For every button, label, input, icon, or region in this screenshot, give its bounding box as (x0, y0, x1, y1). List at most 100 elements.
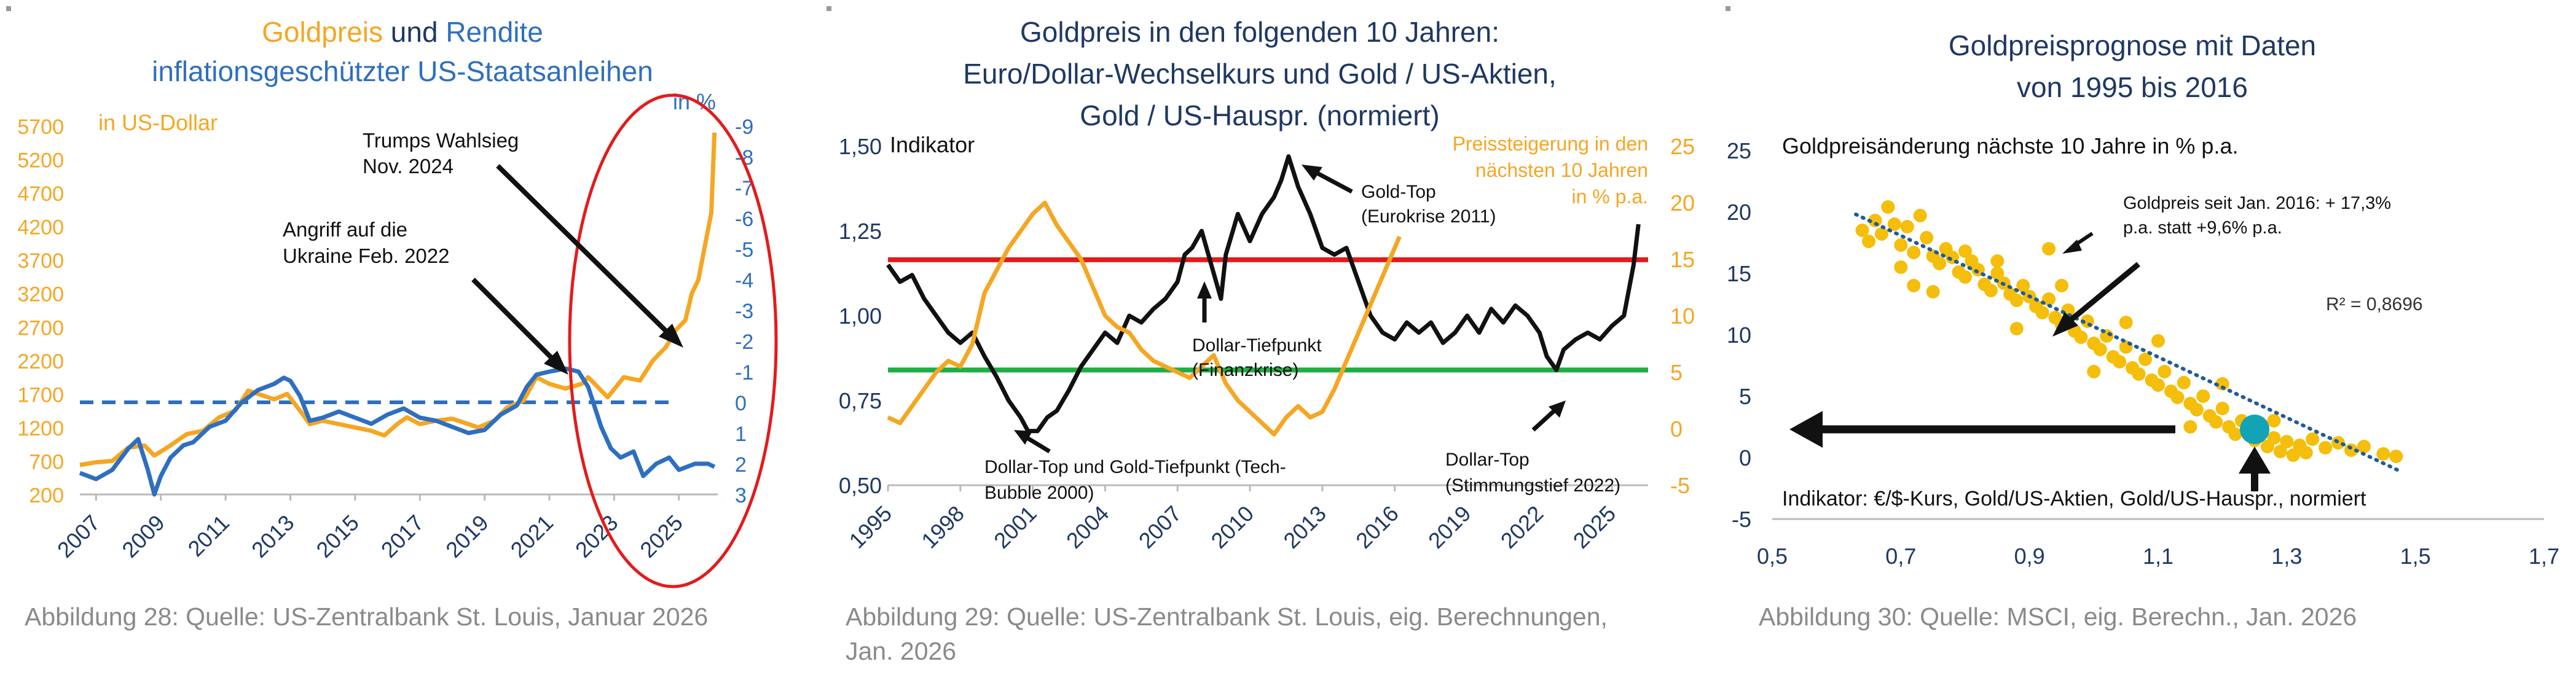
x-tick-label: 2013 (1278, 501, 1331, 553)
scatter-point (1958, 270, 1972, 284)
right-tick-label: 10 (1670, 303, 1695, 329)
scatter-point (2215, 402, 2229, 415)
series-line-blue (79, 366, 716, 497)
x-axis-label: Indikator: €/$-Kurs, Gold/US-Aktien, Gol… (1782, 487, 2366, 510)
chart-title-line1: Goldpreis und Rendite (262, 16, 543, 48)
gold-indicator-chart-panel: Goldpreis in den folgenden 10 Jahren: Eu… (823, 0, 1721, 691)
scatter-point (2093, 343, 2107, 356)
annotation-dollartop-2022-line1: Dollar-Top (1445, 450, 1530, 470)
scatter-point (1907, 246, 1921, 259)
annotation-trump-line1: Trumps Wahlsieg (363, 129, 519, 152)
right-tick-label: 25 (1670, 134, 1695, 159)
scatter-point (1900, 220, 1914, 233)
scatter-point (2228, 427, 2242, 441)
x-tick-label: 2023 (570, 510, 623, 563)
y-tick-label: 20 (1727, 200, 1751, 225)
arrow-ukraine (471, 278, 558, 364)
caption-figure-30: Abbildung 30: Quelle: MSCI, eig. Berechn… (1759, 603, 2357, 631)
left-tick-label: 700 (29, 450, 64, 474)
gold-forecast-scatter: Goldpreisprognose mit Daten von 1995 bis… (1727, 29, 2559, 569)
x-tick-label: 2013 (246, 510, 299, 563)
gold-vs-tips-chart: Goldpreis und Rendite inflationsgeschütz… (17, 16, 778, 588)
x-tick-label: 2007 (52, 510, 105, 563)
right-tick-label: 1 (735, 423, 747, 446)
y-tick-label: -5 (1732, 507, 1751, 532)
arrow-dollartop-2000 (1025, 435, 1051, 453)
x-tick-label: 2025 (635, 510, 688, 563)
scatter-point (2267, 431, 2281, 445)
right-axis-label-line3: in % p.a. (1571, 185, 1648, 208)
annotation-goldtop-line2: (Eurokrise 2011) (1361, 206, 1496, 227)
scatter-point (2183, 420, 2197, 434)
left-tick-label: 5700 (17, 115, 64, 139)
scatter-point (1855, 224, 1869, 237)
x-tick-label: 0,7 (1885, 544, 1916, 569)
arrow-goldtop (1314, 170, 1353, 194)
series-layer (886, 154, 1641, 437)
annotation-line2: p.a. statt +9,6% p.a. (2123, 218, 2282, 238)
x-tick-label: 0,9 (2014, 544, 2045, 569)
scatter-point (1881, 200, 1895, 214)
series-line-gold (79, 132, 717, 467)
x-tick-label: 2021 (506, 510, 559, 563)
right-tick-label: -2 (735, 330, 753, 354)
right-tick-label: 15 (1670, 247, 1695, 272)
x-tick-label: 2019 (1423, 501, 1476, 553)
corner-dot-1 (6, 6, 11, 11)
scatter-point (1920, 231, 1934, 244)
y-tick-label: 10 (1727, 322, 1751, 348)
gold-forecast-scatter-panel: Goldpreisprognose mit Daten von 1995 bis… (1721, 0, 2576, 691)
arrow-up-head (2239, 447, 2271, 474)
scatter-point (2009, 322, 2024, 335)
arrow-left-head (1789, 411, 1823, 448)
right-tick-label: 20 (1670, 190, 1695, 216)
chart-title-line2: Euro/Dollar-Wechselkurs und Gold / US-Ak… (963, 58, 1557, 90)
left-tick-label: 1,25 (839, 219, 882, 244)
scatter-point (2319, 441, 2333, 455)
chart-title-rendite: Rendite (446, 16, 543, 48)
scatter-point (2273, 445, 2287, 458)
scatter-point (2299, 446, 2313, 459)
right-tick-label: -9 (735, 115, 753, 139)
right-tick-label: 2 (735, 453, 747, 477)
arrow-trump (496, 164, 672, 337)
scatter-point (2158, 365, 2172, 378)
scatter-point (2132, 367, 2146, 381)
left-tick-label: 1700 (17, 383, 64, 407)
annotation-trump-line2: Nov. 2024 (363, 155, 454, 178)
arrow-dollartop-2022-head (1549, 400, 1566, 418)
scatter-point (2119, 316, 2133, 329)
scatter-point (2042, 242, 2056, 256)
arrow-ukraine-head (544, 351, 568, 375)
axes-layer: 200 700 1200 1700 2200 2700 3200 3700 4200 4700 52… (17, 115, 753, 563)
left-tick-label: 1,50 (839, 134, 882, 159)
left-tick-label: 1200 (17, 417, 64, 440)
right-axis-label-line2: nächsten 10 Jahren (1475, 159, 1648, 181)
scatter-point (1894, 238, 1908, 252)
scatter-point (2209, 415, 2223, 429)
x-tick-label: 2025 (1568, 501, 1621, 553)
right-tick-label: 0 (1670, 416, 1683, 442)
scatter-point (2035, 306, 2049, 319)
chart-title-line2: inflationsgeschützter US-Staatsanleihen (152, 55, 653, 87)
scatter-point (2306, 432, 2320, 446)
left-axis-label: in US-Dollar (98, 110, 218, 135)
scatter-point (1926, 285, 1940, 299)
arrow-diagonal-head (2052, 312, 2078, 337)
annotation-ukraine-line2: Ukraine Feb. 2022 (283, 244, 450, 267)
scatter-point (1990, 267, 2005, 280)
right-tick-label: -5 (735, 238, 753, 262)
left-tick-label: 3700 (17, 249, 64, 273)
x-tick-label: 0,5 (1757, 544, 1788, 569)
corner-dot-2 (827, 6, 831, 11)
y-tick-label: 25 (1727, 138, 1751, 163)
scatter-point (2196, 389, 2210, 403)
r-squared: R² = 0,8696 (2326, 294, 2423, 314)
annotation-line1: Goldpreis seit Jan. 2016: + 17,3% (2123, 193, 2391, 213)
gold-vs-tips-chart-panel: Goldpreis und Rendite inflationsgeschütz… (0, 0, 823, 691)
left-tick-label: 0,75 (839, 388, 882, 413)
scatter-point (2357, 440, 2371, 453)
chart-title-line3: Gold / US-Hauspr. (normiert) (1080, 100, 1439, 131)
chart-title-und: und (383, 16, 446, 48)
